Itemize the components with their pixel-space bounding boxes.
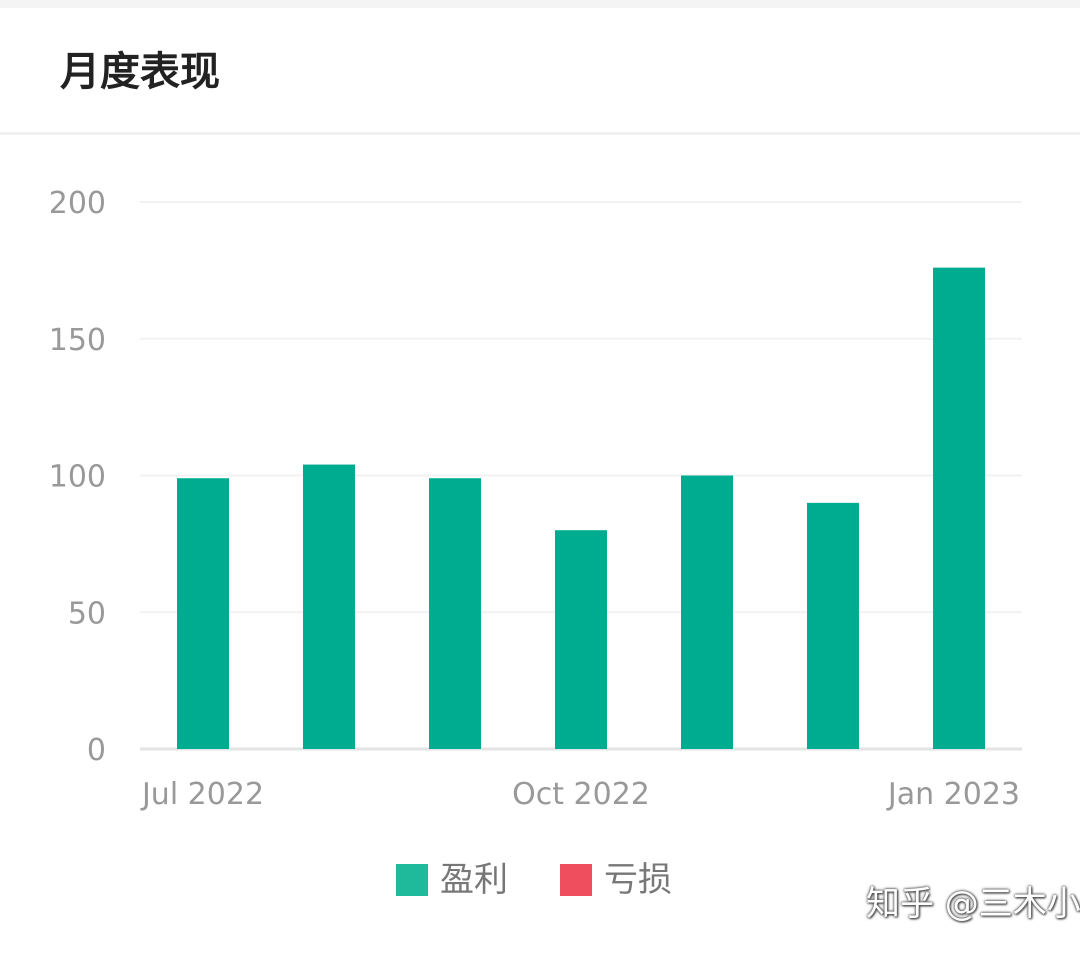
legend-label-loss: 亏损 [604, 860, 672, 900]
bar-profit-1[interactable] [303, 464, 355, 749]
legend-label-profit: 盈利 [440, 860, 508, 900]
x-tick-label-6: Jan 2023 [886, 777, 1020, 812]
bar-profit-6[interactable] [933, 267, 985, 749]
bar-profit-5[interactable] [807, 502, 859, 749]
y-tick-label-150: 150 [49, 323, 106, 358]
y-tick-label-200: 200 [49, 186, 106, 221]
x-axis-tick-labels: Jul 2022 Oct 2022 Jan 2023 [140, 777, 1020, 812]
x-tick-label-3: Oct 2022 [512, 777, 650, 812]
bar-profit-3[interactable] [555, 530, 607, 749]
chart-legend: 盈利 亏损 [396, 854, 724, 906]
legend-swatch-profit [396, 864, 428, 896]
bar-profit-4[interactable] [681, 475, 733, 750]
bars [177, 267, 985, 750]
bar-profit-0[interactable] [177, 478, 229, 749]
y-tick-label-0: 0 [87, 733, 106, 768]
card-header: 月度表现 [0, 8, 1080, 135]
card-title: 月度表现 [60, 49, 220, 95]
legend-item-profit[interactable]: 盈利 [396, 858, 508, 902]
y-tick-label-50: 50 [68, 596, 106, 631]
y-axis-tick-labels: 0 50 100 150 200 [49, 186, 106, 768]
x-tick-label-0: Jul 2022 [140, 777, 264, 812]
legend-swatch-loss [560, 864, 592, 896]
bar-profit-2[interactable] [429, 478, 481, 749]
y-tick-label-100: 100 [49, 460, 106, 495]
legend-item-loss[interactable]: 亏损 [560, 858, 672, 902]
watermark: 知乎 @三木小子 [866, 884, 1080, 924]
